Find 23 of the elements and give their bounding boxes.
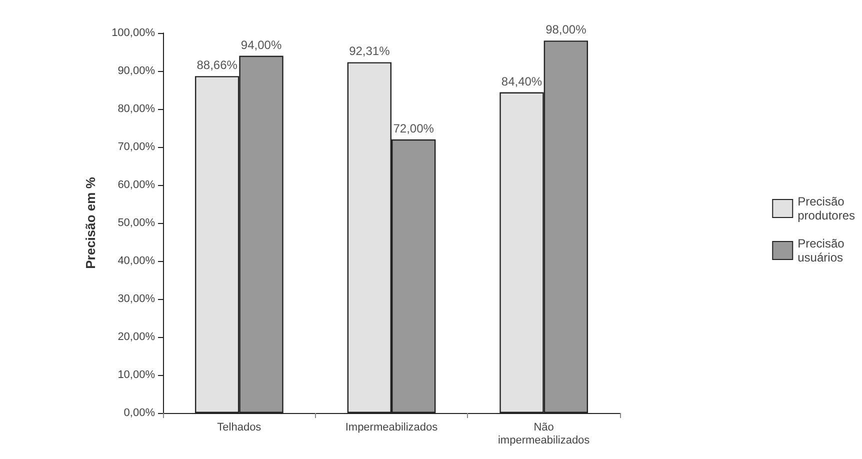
data-label: 92,31% [349, 44, 390, 58]
y-axis-title: Precisão em % [83, 176, 98, 269]
data-label: 84,40% [501, 74, 542, 88]
y-tick-label: 30,00% [118, 293, 156, 305]
y-tick-label: 80,00% [118, 103, 156, 115]
y-tick-label: 90,00% [118, 65, 156, 77]
data-label: 98,00% [546, 22, 587, 37]
data-label: 72,00% [393, 121, 434, 136]
y-tick-label: 10,00% [118, 369, 156, 381]
y-tick-label: 60,00% [118, 179, 156, 191]
y-tick-label: 40,00% [118, 255, 156, 267]
legend-label: Precisão usuários [798, 236, 845, 264]
x-tick-label: Não impermeabilizados [498, 422, 590, 446]
y-tick-label: 50,00% [118, 217, 156, 229]
y-tick-label: 0,00% [124, 407, 156, 419]
x-tick-label: Telhados [217, 422, 262, 434]
y-tick-label: 70,00% [118, 141, 156, 153]
legend-label: Precisão produtores [798, 194, 856, 222]
data-label: 94,00% [240, 38, 282, 52]
data-label: 88,66% [196, 58, 238, 72]
y-tick-label: 20,00% [118, 331, 156, 343]
y-tick-label: 100,00% [112, 27, 156, 39]
x-tick-label: Impermeabilizados [345, 422, 438, 434]
